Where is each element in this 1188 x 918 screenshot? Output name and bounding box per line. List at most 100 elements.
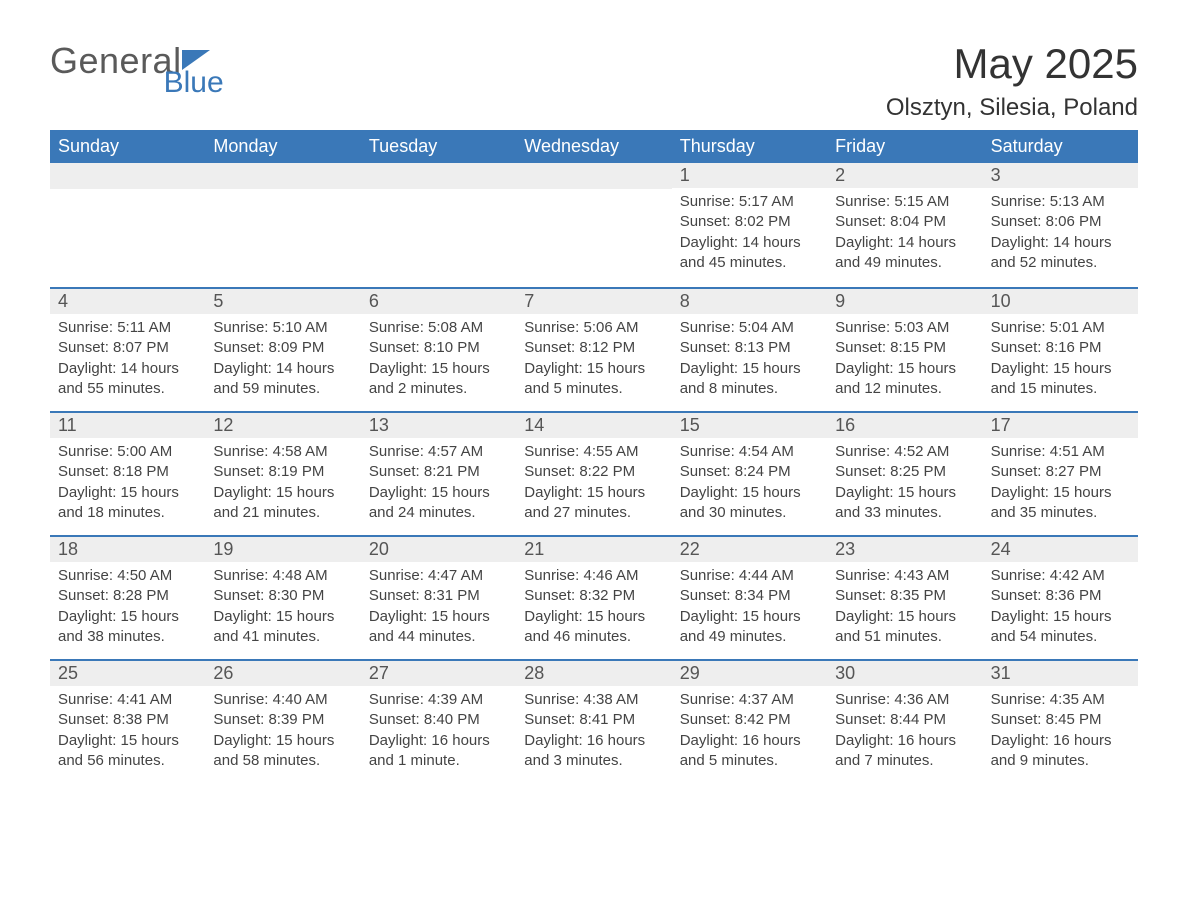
daylight-text: Daylight: 15 hours and 51 minutes. (835, 607, 974, 648)
day-number: 25 (50, 661, 205, 686)
sunset-text: Sunset: 8:04 PM (835, 212, 974, 232)
day-cell: 4Sunrise: 5:11 AMSunset: 8:07 PMDaylight… (50, 289, 205, 411)
sunrise-text: Sunrise: 4:57 AM (369, 442, 508, 462)
sunset-text: Sunset: 8:38 PM (58, 710, 197, 730)
sunset-text: Sunset: 8:15 PM (835, 338, 974, 358)
day-cell: 21Sunrise: 4:46 AMSunset: 8:32 PMDayligh… (516, 537, 671, 659)
page-title: May 2025 (886, 40, 1138, 88)
weeks-container: 1Sunrise: 5:17 AMSunset: 8:02 PMDaylight… (50, 163, 1138, 783)
sunset-text: Sunset: 8:42 PM (680, 710, 819, 730)
day-number: 16 (827, 413, 982, 438)
day-cell: 17Sunrise: 4:51 AMSunset: 8:27 PMDayligh… (983, 413, 1138, 535)
day-body: Sunrise: 5:11 AMSunset: 8:07 PMDaylight:… (50, 314, 205, 409)
daylight-text: Daylight: 14 hours and 59 minutes. (213, 359, 352, 400)
empty-day (361, 163, 516, 189)
sunrise-text: Sunrise: 4:36 AM (835, 690, 974, 710)
sunrise-text: Sunrise: 4:50 AM (58, 566, 197, 586)
day-number: 29 (672, 661, 827, 686)
day-cell: 28Sunrise: 4:38 AMSunset: 8:41 PMDayligh… (516, 661, 671, 783)
sunset-text: Sunset: 8:45 PM (991, 710, 1130, 730)
day-number: 26 (205, 661, 360, 686)
day-body: Sunrise: 4:52 AMSunset: 8:25 PMDaylight:… (827, 438, 982, 533)
daylight-text: Daylight: 15 hours and 38 minutes. (58, 607, 197, 648)
sunrise-text: Sunrise: 4:48 AM (213, 566, 352, 586)
day-body: Sunrise: 4:38 AMSunset: 8:41 PMDaylight:… (516, 686, 671, 781)
day-cell: 10Sunrise: 5:01 AMSunset: 8:16 PMDayligh… (983, 289, 1138, 411)
day-cell: 27Sunrise: 4:39 AMSunset: 8:40 PMDayligh… (361, 661, 516, 783)
sunrise-text: Sunrise: 5:01 AM (991, 318, 1130, 338)
sunset-text: Sunset: 8:19 PM (213, 462, 352, 482)
day-cell: 16Sunrise: 4:52 AMSunset: 8:25 PMDayligh… (827, 413, 982, 535)
empty-day (50, 163, 205, 189)
logo-text-accent: Blue (164, 66, 224, 100)
sunrise-text: Sunrise: 4:41 AM (58, 690, 197, 710)
daylight-text: Daylight: 14 hours and 55 minutes. (58, 359, 197, 400)
day-number: 31 (983, 661, 1138, 686)
daylight-text: Daylight: 16 hours and 7 minutes. (835, 731, 974, 772)
daylight-text: Daylight: 14 hours and 49 minutes. (835, 233, 974, 274)
day-cell: 5Sunrise: 5:10 AMSunset: 8:09 PMDaylight… (205, 289, 360, 411)
daylight-text: Daylight: 16 hours and 9 minutes. (991, 731, 1130, 772)
day-number: 11 (50, 413, 205, 438)
day-body: Sunrise: 4:40 AMSunset: 8:39 PMDaylight:… (205, 686, 360, 781)
day-body: Sunrise: 5:01 AMSunset: 8:16 PMDaylight:… (983, 314, 1138, 409)
sunset-text: Sunset: 8:24 PM (680, 462, 819, 482)
day-cell: 22Sunrise: 4:44 AMSunset: 8:34 PMDayligh… (672, 537, 827, 659)
day-body: Sunrise: 4:35 AMSunset: 8:45 PMDaylight:… (983, 686, 1138, 781)
sunset-text: Sunset: 8:10 PM (369, 338, 508, 358)
day-body: Sunrise: 4:37 AMSunset: 8:42 PMDaylight:… (672, 686, 827, 781)
day-number: 4 (50, 289, 205, 314)
day-body: Sunrise: 4:55 AMSunset: 8:22 PMDaylight:… (516, 438, 671, 533)
sunrise-text: Sunrise: 5:10 AM (213, 318, 352, 338)
sunset-text: Sunset: 8:31 PM (369, 586, 508, 606)
day-number: 8 (672, 289, 827, 314)
sunrise-text: Sunrise: 5:03 AM (835, 318, 974, 338)
day-cell: 24Sunrise: 4:42 AMSunset: 8:36 PMDayligh… (983, 537, 1138, 659)
sunset-text: Sunset: 8:07 PM (58, 338, 197, 358)
daylight-text: Daylight: 15 hours and 54 minutes. (991, 607, 1130, 648)
day-number: 17 (983, 413, 1138, 438)
day-body: Sunrise: 5:15 AMSunset: 8:04 PMDaylight:… (827, 188, 982, 283)
day-number: 13 (361, 413, 516, 438)
sunset-text: Sunset: 8:30 PM (213, 586, 352, 606)
daylight-text: Daylight: 15 hours and 8 minutes. (680, 359, 819, 400)
sunrise-text: Sunrise: 4:54 AM (680, 442, 819, 462)
daylight-text: Daylight: 15 hours and 33 minutes. (835, 483, 974, 524)
day-body: Sunrise: 4:58 AMSunset: 8:19 PMDaylight:… (205, 438, 360, 533)
sunrise-text: Sunrise: 4:39 AM (369, 690, 508, 710)
daylight-text: Daylight: 15 hours and 15 minutes. (991, 359, 1130, 400)
day-cell: 7Sunrise: 5:06 AMSunset: 8:12 PMDaylight… (516, 289, 671, 411)
day-body: Sunrise: 4:41 AMSunset: 8:38 PMDaylight:… (50, 686, 205, 781)
day-body: Sunrise: 4:39 AMSunset: 8:40 PMDaylight:… (361, 686, 516, 781)
sunrise-text: Sunrise: 5:00 AM (58, 442, 197, 462)
sunrise-text: Sunrise: 5:04 AM (680, 318, 819, 338)
sunset-text: Sunset: 8:35 PM (835, 586, 974, 606)
day-number: 7 (516, 289, 671, 314)
sunrise-text: Sunrise: 4:43 AM (835, 566, 974, 586)
daylight-text: Daylight: 15 hours and 49 minutes. (680, 607, 819, 648)
sunset-text: Sunset: 8:09 PM (213, 338, 352, 358)
sunset-text: Sunset: 8:41 PM (524, 710, 663, 730)
sunrise-text: Sunrise: 4:55 AM (524, 442, 663, 462)
day-number: 28 (516, 661, 671, 686)
empty-day (516, 163, 671, 189)
sunrise-text: Sunrise: 5:06 AM (524, 318, 663, 338)
sunset-text: Sunset: 8:18 PM (58, 462, 197, 482)
sunrise-text: Sunrise: 5:13 AM (991, 192, 1130, 212)
day-number: 20 (361, 537, 516, 562)
sunrise-text: Sunrise: 4:40 AM (213, 690, 352, 710)
day-number: 23 (827, 537, 982, 562)
day-body: Sunrise: 4:47 AMSunset: 8:31 PMDaylight:… (361, 562, 516, 657)
day-body: Sunrise: 4:36 AMSunset: 8:44 PMDaylight:… (827, 686, 982, 781)
day-body: Sunrise: 5:04 AMSunset: 8:13 PMDaylight:… (672, 314, 827, 409)
sunset-text: Sunset: 8:25 PM (835, 462, 974, 482)
sunrise-text: Sunrise: 5:11 AM (58, 318, 197, 338)
day-cell: 12Sunrise: 4:58 AMSunset: 8:19 PMDayligh… (205, 413, 360, 535)
day-cell: 30Sunrise: 4:36 AMSunset: 8:44 PMDayligh… (827, 661, 982, 783)
dow-sunday: Sunday (50, 130, 205, 163)
sunset-text: Sunset: 8:13 PM (680, 338, 819, 358)
day-body: Sunrise: 5:06 AMSunset: 8:12 PMDaylight:… (516, 314, 671, 409)
sunrise-text: Sunrise: 4:42 AM (991, 566, 1130, 586)
daylight-text: Daylight: 15 hours and 5 minutes. (524, 359, 663, 400)
day-number: 24 (983, 537, 1138, 562)
